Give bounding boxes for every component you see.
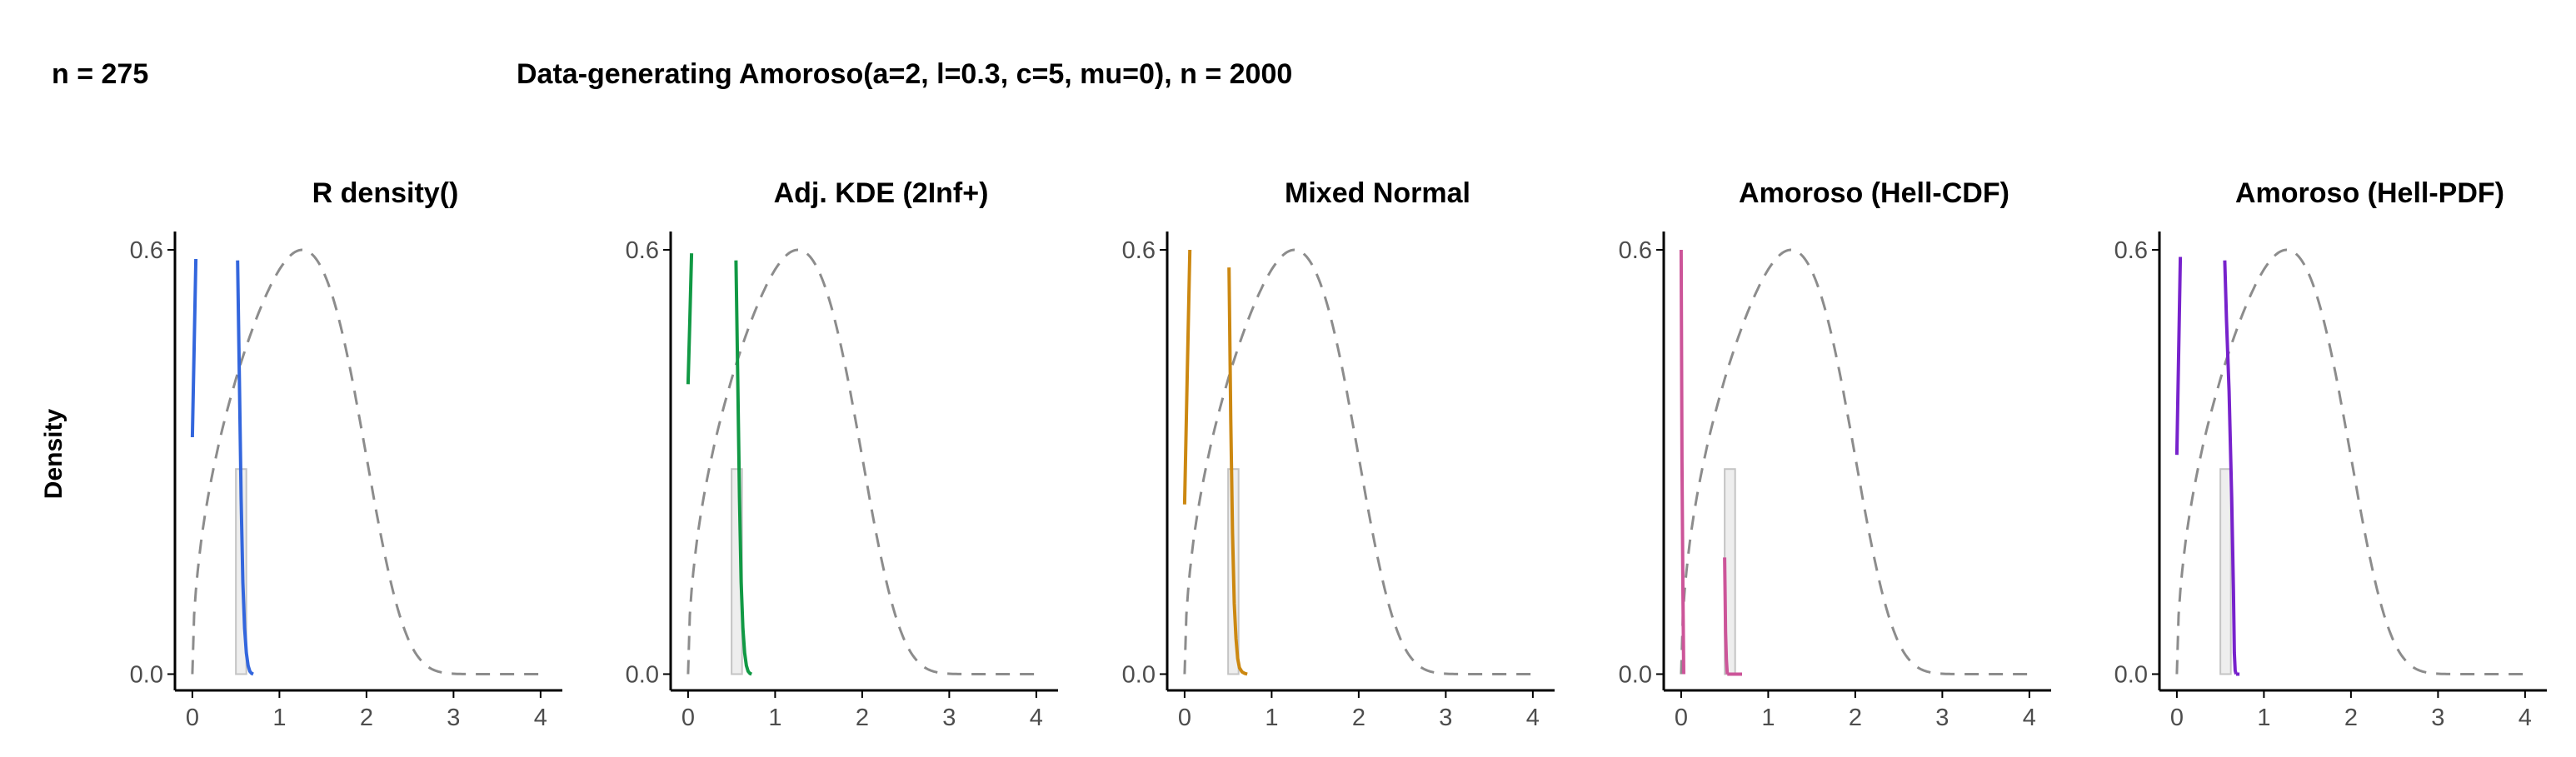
x-tick-label: 2 [856, 705, 869, 731]
y-tick-label: 0.6 [1619, 237, 1652, 264]
sample-size-label: n = 275 [52, 58, 149, 90]
y-tick-label: 0.6 [1122, 237, 1156, 264]
y-tick-label: 0.6 [2114, 237, 2148, 264]
reference-curve [191, 248, 541, 675]
x-tick-label: 0 [1675, 705, 1688, 731]
density-series-line [2223, 260, 2238, 675]
reference-curve [2175, 248, 2525, 675]
x-tick-label: 2 [2344, 705, 2358, 731]
x-tick-label: 3 [447, 705, 460, 731]
x-tick-label: 4 [534, 705, 547, 731]
x-tick-label: 3 [2431, 705, 2444, 731]
y-tick-label: 0.0 [130, 661, 163, 688]
x-tick-label: 0 [186, 705, 199, 731]
histogram-bar [2219, 468, 2232, 675]
panel-4: Amoroso (Hell-CDF) 0 1 2 3 4 0.0 0.6 [1619, 177, 2051, 731]
x-tick-label: 3 [1439, 705, 1452, 731]
x-tick-label: 0 [1178, 705, 1191, 731]
y-tick-label: 0.6 [626, 237, 659, 264]
reference-curve [1183, 248, 1533, 675]
x-tick-label: 4 [1030, 705, 1043, 731]
x-tick-label: 3 [1935, 705, 1949, 731]
x-tick-label: 0 [681, 705, 695, 731]
reference-curve [1680, 248, 2029, 675]
panel-2: Adj. KDE (2Inf+) 0 1 2 3 4 0.0 0.6 [626, 177, 1058, 731]
panel-title: Mixed Normal [1285, 177, 1470, 209]
density-series-line [236, 260, 254, 676]
x-tick-label: 2 [1849, 705, 1862, 731]
panel-title: Adj. KDE (2Inf+) [774, 177, 989, 209]
density-series-line [1679, 249, 1685, 675]
reference-curve [686, 248, 1036, 675]
x-tick-label: 3 [942, 705, 956, 731]
x-tick-label: 1 [1761, 705, 1775, 731]
x-tick-label: 2 [1352, 705, 1365, 731]
density-series-line [1227, 267, 1248, 676]
y-tick-label: 0.0 [626, 661, 659, 688]
x-tick-label: 4 [1526, 705, 1540, 731]
panel-title: Amoroso (Hell-PDF) [2235, 177, 2504, 209]
x-tick-label: 1 [2257, 705, 2270, 731]
density-series-line [1723, 557, 1730, 675]
density-series-line [1182, 249, 1192, 505]
x-tick-label: 2 [360, 705, 373, 731]
x-tick-label: 1 [768, 705, 781, 731]
x-tick-label: 4 [2023, 705, 2036, 731]
x-tick-label: 1 [1265, 705, 1278, 731]
density-series-line [734, 260, 752, 676]
density-series-line [2174, 256, 2183, 456]
y-tick-label: 0.6 [130, 237, 163, 264]
x-tick-label: 1 [272, 705, 286, 731]
panel-title: R density() [312, 177, 459, 209]
y-tick-label: 0.0 [1122, 661, 1156, 688]
density-series-line [686, 253, 694, 385]
panel-title: Amoroso (Hell-CDF) [1739, 177, 2009, 209]
panel-3: Mixed Normal 0 1 2 3 4 0.0 0.6 [1122, 177, 1555, 731]
panel-1: R density() 0 1 2 3 4 0.0 0.6 [130, 177, 562, 731]
y-tick-label: 0.0 [2114, 661, 2148, 688]
y-axis-label: Density [40, 409, 67, 500]
figure-title: Data-generating Amoroso(a=2, l=0.3, c=5,… [517, 58, 1293, 90]
y-tick-label: 0.0 [1619, 661, 1652, 688]
panel-5: Amoroso (Hell-PDF) 0 1 2 3 4 0.0 0.6 [2114, 177, 2547, 731]
density-series-line [190, 258, 198, 438]
x-tick-label: 0 [2170, 705, 2184, 731]
x-tick-label: 4 [2519, 705, 2532, 731]
